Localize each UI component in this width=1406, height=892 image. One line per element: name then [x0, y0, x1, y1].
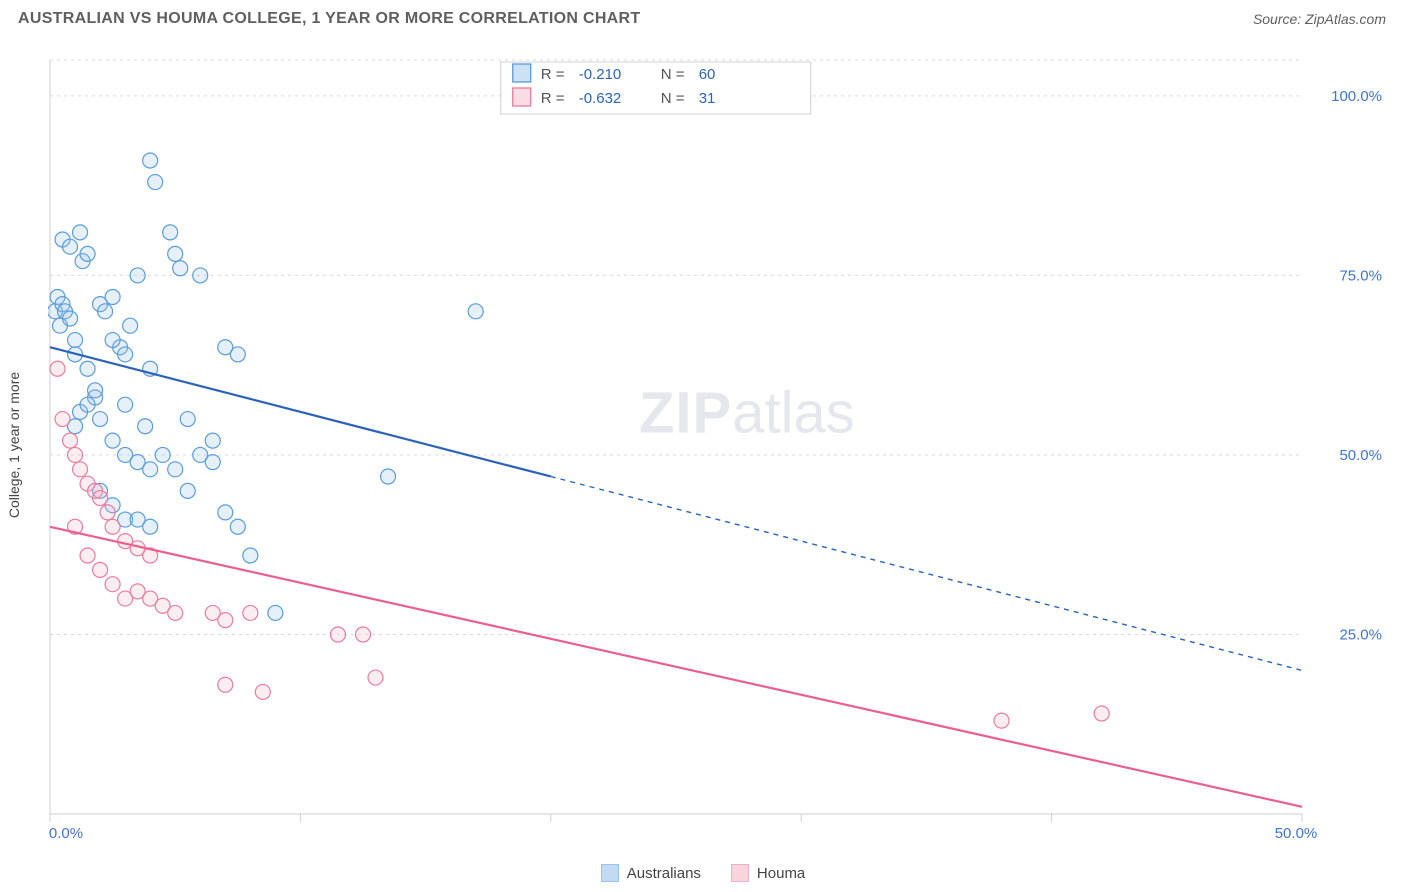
data-point — [180, 412, 195, 427]
legend-n-prefix: N = — [661, 66, 685, 83]
data-point — [68, 447, 83, 462]
y-tick-label: 50.0% — [1339, 447, 1382, 464]
legend-n-value: 31 — [699, 90, 716, 107]
data-point — [105, 333, 120, 348]
data-point — [93, 491, 108, 506]
chart-header: AUSTRALIAN VS HOUMA COLLEGE, 1 YEAR OR M… — [0, 0, 1406, 34]
legend-swatch — [601, 864, 619, 882]
data-point — [55, 412, 70, 427]
data-point — [356, 627, 371, 642]
chart-source: Source: ZipAtlas.com — [1253, 11, 1386, 27]
data-point — [268, 605, 283, 620]
data-point — [118, 347, 133, 362]
y-tick-label: 100.0% — [1331, 88, 1382, 105]
data-point — [105, 433, 120, 448]
data-point — [994, 713, 1009, 728]
legend-r-value: -0.632 — [579, 90, 622, 107]
data-point — [118, 397, 133, 412]
data-point — [73, 462, 88, 477]
data-point — [205, 455, 220, 470]
data-point — [168, 605, 183, 620]
data-point — [63, 239, 78, 254]
data-point — [63, 311, 78, 326]
trend-line-australians-dash — [551, 476, 1302, 670]
data-point — [80, 397, 95, 412]
legend-label: Australians — [627, 865, 701, 882]
legend-label: Houma — [757, 865, 805, 882]
x-tick-label: 0.0% — [49, 825, 83, 842]
data-point — [468, 304, 483, 319]
data-point — [205, 433, 220, 448]
data-point — [93, 562, 108, 577]
data-point — [50, 361, 65, 376]
x-tick-label: 50.0% — [1275, 825, 1318, 842]
data-point — [330, 627, 345, 642]
legend-swatch — [731, 864, 749, 882]
data-point — [143, 153, 158, 168]
legend-r-prefix: R = — [541, 90, 565, 107]
data-point — [218, 613, 233, 628]
data-point — [243, 548, 258, 563]
data-point — [168, 246, 183, 261]
data-point — [155, 447, 170, 462]
data-point — [73, 225, 88, 240]
data-point — [381, 469, 396, 484]
trend-line-houma — [50, 527, 1302, 807]
legend-swatch — [513, 64, 531, 82]
data-point — [168, 462, 183, 477]
data-point — [1094, 706, 1109, 721]
legend-r-prefix: R = — [541, 66, 565, 83]
data-point — [243, 605, 258, 620]
data-point — [123, 318, 138, 333]
legend-bottom: Australians Houma — [0, 864, 1406, 882]
data-point — [80, 361, 95, 376]
y-tick-label: 75.0% — [1339, 267, 1382, 284]
legend-swatch — [513, 88, 531, 106]
chart-title: AUSTRALIAN VS HOUMA COLLEGE, 1 YEAR OR M… — [18, 10, 640, 28]
data-point — [138, 419, 153, 434]
legend-n-value: 60 — [699, 66, 716, 83]
legend-bottom-item: Houma — [731, 864, 805, 882]
data-point — [100, 505, 115, 520]
data-point — [230, 519, 245, 534]
data-point — [143, 519, 158, 534]
data-point — [255, 684, 270, 699]
data-point — [218, 505, 233, 520]
legend-bottom-item: Australians — [601, 864, 701, 882]
data-point — [105, 289, 120, 304]
data-point — [88, 383, 103, 398]
data-point — [105, 577, 120, 592]
data-point — [193, 268, 208, 283]
data-point — [173, 261, 188, 276]
scatter-plot: 25.0% 50.0% 75.0% 100.0% 0.0% 50.0% R = -0.210… — [48, 48, 1392, 842]
y-tick-label: 25.0% — [1339, 626, 1382, 643]
data-point — [80, 548, 95, 563]
data-point — [68, 333, 83, 348]
data-point — [180, 483, 195, 498]
plot-area: College, 1 year or more 25.0%50.0%75.0%1… — [48, 48, 1392, 842]
data-point — [143, 462, 158, 477]
data-point — [230, 347, 245, 362]
data-point — [105, 519, 120, 534]
data-point — [130, 268, 145, 283]
legend-n-prefix: N = — [661, 90, 685, 107]
data-point — [80, 246, 95, 261]
data-point — [163, 225, 178, 240]
data-point — [218, 677, 233, 692]
y-axis-label: College, 1 year or more — [6, 372, 22, 518]
legend-r-value: -0.210 — [579, 66, 622, 83]
data-point — [93, 412, 108, 427]
data-point — [98, 304, 113, 319]
data-point — [368, 670, 383, 685]
data-point — [63, 433, 78, 448]
data-point — [148, 175, 163, 190]
